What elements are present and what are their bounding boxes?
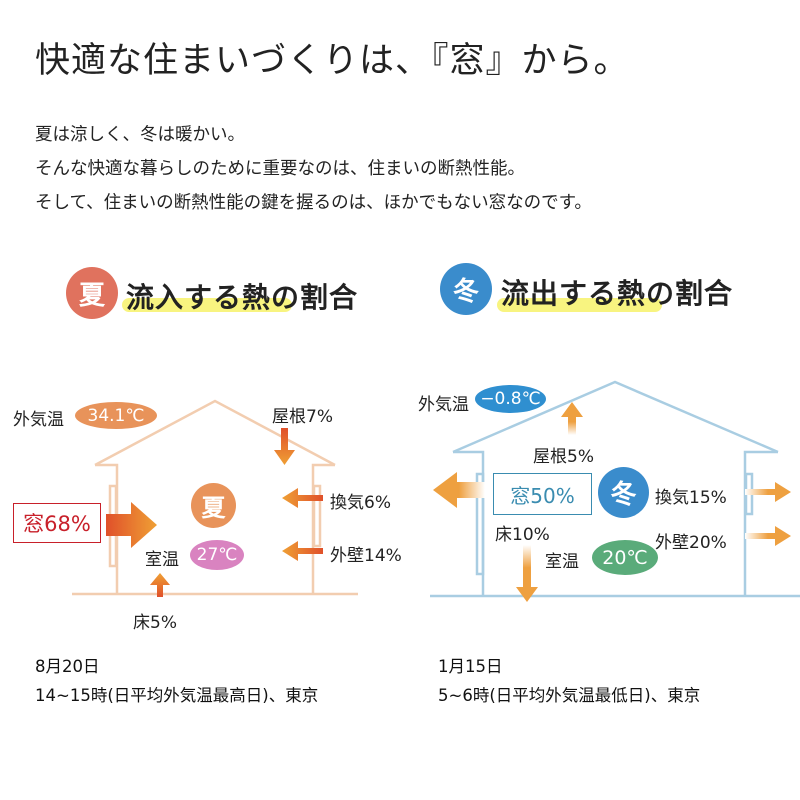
winter-outside-label: 外気温 xyxy=(418,395,469,415)
winter-wall-arrow xyxy=(745,526,791,546)
winter-heading: 流出する熱の割合 xyxy=(501,277,734,310)
winter-house xyxy=(430,380,800,598)
winter-roof-label: 屋根5% xyxy=(533,447,594,467)
summer-room-label: 室温 xyxy=(145,550,179,570)
summer-heading: 流入する熱の割合 xyxy=(126,281,359,314)
summer-roof-arrow xyxy=(274,428,295,465)
summer-ventilation-arrow xyxy=(282,488,323,508)
intro-line-3: そして、住まいの断熱性能の鍵を握るのは、ほかでもない窓なのです。 xyxy=(35,193,592,213)
intro-line-1: 夏は涼しく、冬は暖かい。 xyxy=(35,125,245,145)
winter-caption-date: 1月15日 xyxy=(438,657,503,676)
winter-ventilation-label: 換気15% xyxy=(655,488,727,508)
winter-wall-label: 外壁20% xyxy=(655,533,727,553)
summer-ventilation-label: 換気6% xyxy=(330,493,391,513)
winter-floor-label: 床10% xyxy=(495,525,550,545)
winter-room-label: 室温 xyxy=(545,552,579,572)
intro-line-2: そんな快適な暮らしのために重要なのは、住まいの断熱性能。 xyxy=(35,159,525,179)
summer-caption-date: 8月20日 xyxy=(35,657,100,676)
winter-window-arrow xyxy=(433,472,485,508)
winter-roof-arrow xyxy=(561,402,583,435)
winter-window-box: 窓50% xyxy=(493,473,592,515)
summer-room-temp: 27℃ xyxy=(190,540,244,570)
summer-wall-arrow xyxy=(282,541,323,561)
winter-badge: 冬 xyxy=(440,263,492,315)
summer-floor-label: 床5% xyxy=(133,613,177,633)
winter-outside-temp: −0.8℃ xyxy=(475,385,546,413)
summer-wall-label: 外壁14% xyxy=(330,546,402,566)
summer-badge: 夏 xyxy=(66,267,118,319)
summer-window-box: 窓68% xyxy=(13,503,101,543)
page-title: 快適な住まいづくりは、『窓』から。 xyxy=(35,41,630,81)
summer-center-badge: 夏 xyxy=(191,483,236,528)
summer-window-arrow xyxy=(106,502,157,548)
winter-floor-arrow xyxy=(516,545,538,602)
summer-roof-label: 屋根7% xyxy=(272,407,333,427)
winter-room-temp: 20℃ xyxy=(592,540,658,575)
summer-outside-label: 外気温 xyxy=(13,410,64,430)
summer-floor-arrow xyxy=(150,573,170,597)
winter-center-badge: 冬 xyxy=(598,467,649,518)
winter-caption-detail: 5~6時(日平均外気温最低日)、東京 xyxy=(438,686,701,705)
summer-outside-temp: 34.1℃ xyxy=(75,402,157,429)
summer-caption-detail: 14~15時(日平均外気温最高日)、東京 xyxy=(35,686,319,705)
winter-ventilation-arrow xyxy=(745,482,791,502)
